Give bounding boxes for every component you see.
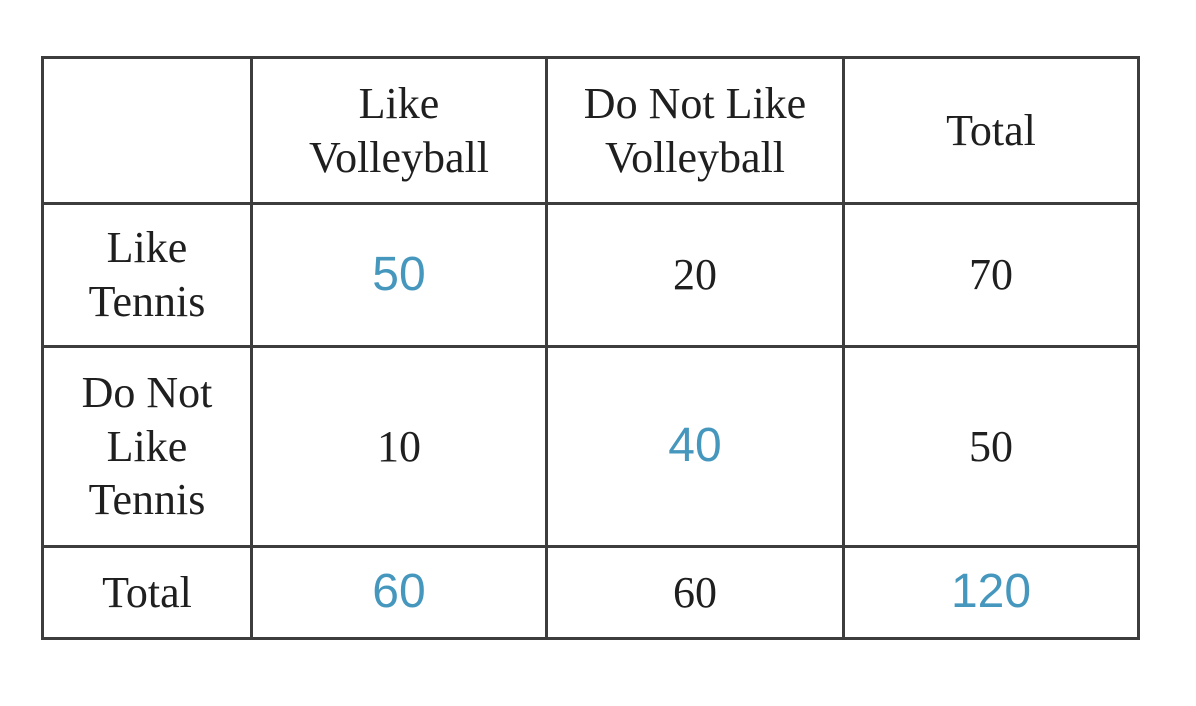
cell-total-do-not-like-volleyball: 60: [545, 545, 845, 640]
row-header-like-tennis: Like Tennis: [41, 202, 253, 348]
cell-like-tennis-do-not-like-volleyball: 20: [545, 202, 845, 348]
row-do-not-like-tennis: Do Not Like Tennis 10 40 50: [41, 345, 1140, 548]
corner-cell: [41, 56, 253, 205]
two-way-frequency-table: Like Volleyball Do Not Like Volleyball T…: [41, 56, 1140, 640]
col-header-total: Total: [842, 56, 1140, 205]
cell-like-tennis-total: 70: [842, 202, 1140, 348]
col-header-do-not-like-volleyball: Do Not Like Volleyball: [545, 56, 845, 205]
cell-do-not-like-tennis-total: 50: [842, 345, 1140, 548]
row-like-tennis: Like Tennis 50 20 70: [41, 202, 1140, 348]
cell-do-not-like-tennis-like-volleyball: 10: [250, 345, 548, 548]
row-header-total: Total: [41, 545, 253, 640]
cell-total-like-volleyball: 60: [250, 545, 548, 640]
cell-do-not-like-tennis-do-not-like-volleyball: 40: [545, 345, 845, 548]
col-header-like-volleyball: Like Volleyball: [250, 56, 548, 205]
row-header-do-not-like-tennis: Do Not Like Tennis: [41, 345, 253, 548]
cell-total-total: 120: [842, 545, 1140, 640]
header-row: Like Volleyball Do Not Like Volleyball T…: [41, 56, 1140, 205]
cell-like-tennis-like-volleyball: 50: [250, 202, 548, 348]
row-total: Total 60 60 120: [41, 545, 1140, 640]
